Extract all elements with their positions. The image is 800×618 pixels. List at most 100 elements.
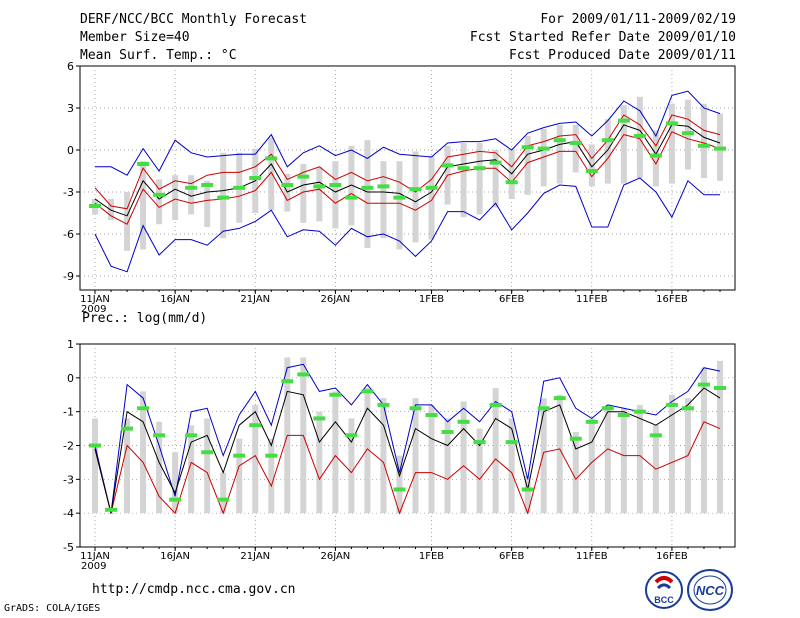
series-line-max: [95, 90, 721, 176]
observed-marker: [121, 426, 134, 431]
observed-marker: [345, 195, 358, 200]
observed-marker: [585, 419, 598, 424]
observed-marker: [569, 436, 582, 441]
x-tick-label: 21JAN: [240, 551, 270, 562]
observed-marker: [233, 453, 246, 458]
range-bar: [156, 179, 163, 225]
observed-marker: [153, 433, 166, 438]
observed-marker: [425, 413, 438, 418]
fcst-produced-label: Fcst Produced Date 2009/01/11: [509, 48, 736, 63]
range-bar: [140, 391, 147, 514]
observed-marker: [714, 385, 726, 390]
range-bar: [572, 431, 579, 514]
x-tick-label: 26JAN: [320, 294, 350, 305]
range-bar: [364, 387, 371, 514]
range-bar: [300, 164, 307, 223]
observed-marker: [617, 413, 630, 418]
y-tick-label: -6: [63, 228, 74, 241]
observed-marker: [361, 389, 374, 394]
y-tick-label: 1: [67, 338, 74, 351]
observed-marker: [105, 507, 118, 512]
range-bar: [220, 152, 227, 239]
observed-marker: [714, 146, 726, 151]
observed-marker: [681, 406, 694, 411]
observed-marker: [233, 185, 246, 190]
range-bar: [428, 404, 435, 514]
observed-marker: [313, 416, 326, 421]
observed-marker: [681, 131, 694, 136]
observed-marker: [265, 156, 278, 161]
range-bar: [652, 130, 659, 187]
observed-marker: [633, 134, 646, 138]
observed-marker: [697, 382, 710, 387]
range-bar: [476, 428, 483, 514]
y-tick-label: 6: [67, 60, 74, 73]
x-tick-label: 16JAN: [160, 294, 190, 305]
y-tick-label: -4: [63, 507, 74, 520]
bcc-logo: BCC: [645, 571, 683, 609]
observed-marker: [457, 419, 470, 424]
observed-marker: [585, 169, 598, 173]
range-bar: [620, 105, 627, 184]
y-tick-label: 0: [67, 144, 74, 157]
range-bar: [604, 119, 611, 184]
observed-marker: [297, 372, 310, 377]
observed-marker: [505, 440, 518, 445]
x-tick-label: 16FEB: [656, 551, 688, 562]
series-line-mean: [94, 124, 721, 217]
observed-marker: [537, 406, 550, 411]
range-bar: [380, 398, 387, 514]
observed-marker: [521, 145, 534, 150]
x-tick-label: 11JAN: [80, 294, 110, 305]
range-bar: [492, 387, 499, 514]
y-tick-label: 3: [67, 102, 74, 115]
observed-marker: [409, 406, 422, 411]
x-tick-label: 6FEB: [499, 551, 524, 562]
range-bar: [700, 367, 707, 514]
observed-marker: [505, 180, 518, 185]
observed-marker: [281, 183, 294, 187]
bcc-logo-text: BCC: [654, 595, 674, 605]
observed-marker: [665, 121, 678, 126]
source-url[interactable]: http://cmdp.ncc.cma.gov.cn: [92, 582, 296, 597]
range-bar: [252, 404, 259, 514]
variable-label: Mean Surf. Temp.: °C: [80, 48, 237, 63]
observed-marker: [377, 184, 390, 189]
range-bar: [460, 401, 467, 514]
observed-marker: [137, 406, 150, 411]
observed-marker: [169, 497, 182, 502]
range-bar: [717, 360, 723, 514]
range-bar: [668, 103, 675, 184]
observed-marker: [329, 392, 342, 397]
observed-marker: [441, 163, 454, 168]
range-bar: [316, 411, 323, 514]
range-bar: [204, 418, 211, 514]
series-line-min: [94, 421, 721, 515]
series-line-upper: [94, 114, 721, 210]
observed-marker: [137, 162, 150, 166]
range-bar: [172, 175, 179, 220]
observed-marker: [393, 487, 406, 492]
range-bar: [396, 161, 403, 250]
y-tick-label: -3: [63, 186, 74, 199]
observed-marker: [185, 433, 198, 438]
range-bar: [444, 418, 451, 514]
observed-marker: [473, 440, 486, 445]
range-bar: [476, 143, 483, 215]
observed-marker: [89, 443, 101, 448]
range-bar: [204, 180, 211, 227]
observed-marker: [393, 195, 406, 200]
observed-marker: [649, 433, 662, 438]
chart-title-line1: DERF/NCC/BCC Monthly Forecast: [80, 12, 307, 27]
observed-marker: [601, 406, 614, 411]
range-bar: [700, 103, 707, 178]
x-tick-label: 26JAN: [320, 551, 350, 562]
observed-marker: [201, 183, 214, 187]
y-tick-label: -2: [63, 440, 74, 453]
observed-marker: [345, 433, 358, 438]
precip-panel-title: Prec.: log(mm/d): [82, 311, 207, 326]
series-line-lower: [94, 131, 721, 225]
range-bar: [556, 394, 563, 514]
